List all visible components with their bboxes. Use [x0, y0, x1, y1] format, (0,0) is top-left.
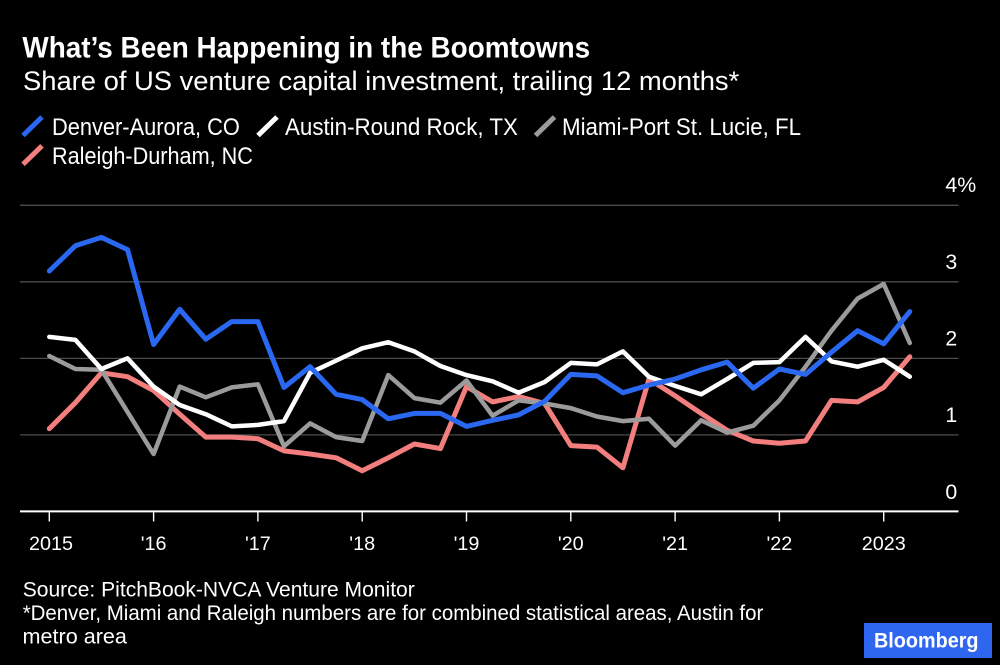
svg-text:Share of US venture capital in: Share of US venture capital investment, … [23, 66, 740, 95]
svg-text:0: 0 [945, 480, 957, 504]
svg-text:'16: '16 [141, 533, 167, 555]
svg-text:'22: '22 [767, 533, 793, 555]
svg-text:metro area: metro area [23, 623, 128, 648]
svg-text:Raleigh-Durham, NC: Raleigh-Durham, NC [52, 142, 253, 169]
svg-text:2015: 2015 [29, 533, 73, 555]
svg-text:'20: '20 [558, 533, 584, 555]
svg-text:*Denver, Miami and Raleigh num: *Denver, Miami and Raleigh numbers are f… [23, 602, 764, 626]
svg-text:'21: '21 [662, 533, 688, 555]
svg-text:3: 3 [945, 250, 957, 274]
svg-text:What’s Been Happening in the B: What’s Been Happening in the Boomtowns [22, 32, 590, 65]
svg-text:4%: 4% [945, 173, 976, 197]
svg-text:Bloomberg: Bloomberg [874, 629, 979, 653]
svg-text:'18: '18 [349, 533, 375, 555]
svg-text:2023: 2023 [862, 533, 906, 555]
svg-text:'19: '19 [454, 533, 480, 555]
svg-text:Source: PitchBook-NVCA Venture: Source: PitchBook-NVCA Venture Monitor [23, 577, 415, 601]
svg-text:'17: '17 [245, 533, 271, 555]
svg-text:Austin-Round Rock, TX: Austin-Round Rock, TX [285, 113, 518, 140]
svg-text:2: 2 [945, 326, 957, 350]
svg-text:Miami-Port St. Lucie, FL: Miami-Port St. Lucie, FL [562, 113, 801, 140]
svg-text:Denver-Aurora, CO: Denver-Aurora, CO [52, 113, 240, 140]
svg-text:1: 1 [945, 403, 957, 427]
